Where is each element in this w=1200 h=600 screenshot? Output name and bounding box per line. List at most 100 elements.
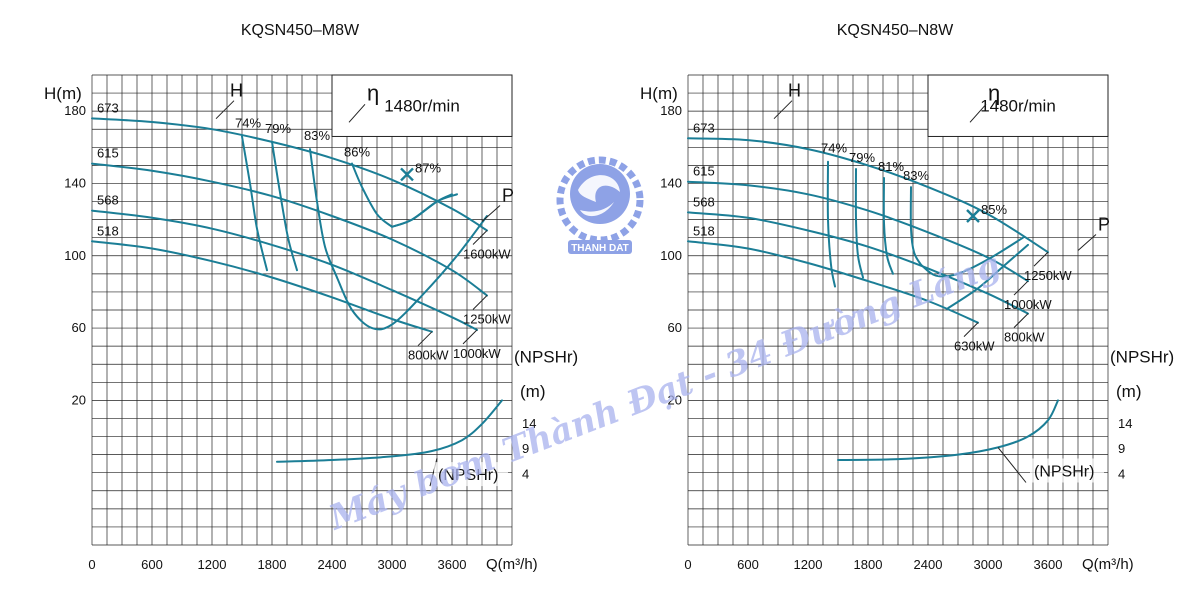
efficiency-curve [854, 168, 864, 279]
efficiency-curve [271, 140, 298, 272]
efficiency-label: 79% [849, 150, 875, 165]
efficiency-symbol: η [367, 80, 379, 105]
efficiency-loop [336, 215, 488, 331]
y-tick-label: 140 [64, 175, 86, 190]
y-tick-label: 60 [668, 320, 682, 335]
h-curve-673 [91, 117, 488, 232]
best-efficiency-label: 87% [415, 160, 441, 175]
power-label: 1250kW [1024, 268, 1072, 283]
h-curve-label: H [230, 81, 243, 101]
speed-box [927, 74, 1109, 137]
x-tick-label: 3600 [1034, 557, 1063, 572]
efficiency-curve [882, 177, 894, 275]
npsh-tick-label: 14 [1118, 416, 1132, 431]
npsh-tick-label: 9 [1118, 441, 1125, 456]
power-label: 630kW [954, 339, 995, 354]
grid [687, 74, 1109, 546]
power-label: 1250kW [463, 312, 511, 327]
h-leader [773, 100, 793, 120]
y-axis-label: H(m) [44, 84, 82, 103]
impeller-label: 615 [693, 164, 715, 179]
x-tick-label: 0 [88, 557, 95, 572]
speed-label: 1480r/min [384, 97, 460, 116]
efficiency-curve [826, 160, 836, 288]
npsh-curve-label: (NPSHr) [1034, 464, 1094, 481]
h-curve-518 [91, 240, 433, 333]
power-leader [1013, 280, 1029, 296]
efficiency-curve [241, 135, 268, 272]
best-efficiency-label: 85% [981, 202, 1007, 217]
x-axis-label: Q(m³/h) [486, 556, 538, 573]
power-leader [963, 322, 979, 338]
h-curve-518 [687, 240, 979, 324]
impeller-label: 518 [97, 223, 119, 238]
npsh-tick-label: 14 [522, 416, 536, 431]
power-label: 1000kW [453, 346, 501, 361]
power-leader [1033, 251, 1049, 267]
logo-icon: THANH DAT [556, 156, 644, 254]
power-curve-label: P [1098, 214, 1110, 234]
y-tick-label: 180 [660, 103, 682, 118]
npsh-curve [837, 399, 1059, 461]
npsh-tick-label: 4 [522, 467, 529, 482]
npsh-axis-unit: (m) [520, 382, 545, 401]
h-curve-568 [687, 211, 1029, 315]
power-leader [472, 295, 488, 310]
x-axis-label: Q(m³/h) [1082, 556, 1134, 573]
y-tick-label: 20 [668, 392, 682, 407]
eta-leader [969, 103, 987, 123]
x-tick-label: 3600 [438, 557, 467, 572]
y-tick-label: 20 [72, 392, 86, 407]
impeller-label: 568 [693, 194, 715, 209]
efficiency-label: 81% [878, 159, 904, 174]
impeller-label: 615 [97, 146, 119, 161]
npsh-axis-label: (NPSHr) [514, 347, 578, 366]
efficiency-loop [920, 236, 1024, 278]
power-leader [472, 230, 488, 245]
logo-text: THANH DAT [571, 243, 629, 254]
speed-label: 1480r/min [980, 97, 1056, 116]
p-leader [1077, 234, 1097, 251]
efficiency-curve [351, 162, 393, 228]
efficiency-label: 79% [265, 121, 291, 136]
npsh-axis-unit: (m) [1116, 382, 1141, 401]
h-curve-673 [687, 137, 1049, 254]
efficiency-symbol: η [988, 80, 1000, 105]
impeller-label: 673 [693, 120, 715, 135]
npsh-label-bg [434, 462, 508, 487]
x-tick-label: 1800 [854, 557, 883, 572]
efficiency-label: 74% [821, 141, 847, 156]
impeller-label: 568 [97, 193, 119, 208]
h-curve-label: H [788, 81, 801, 101]
power-leader [1013, 313, 1029, 328]
x-tick-label: 3000 [974, 557, 1003, 572]
power-curve-label: P [502, 186, 514, 206]
impeller-label: 673 [97, 100, 119, 115]
npsh-tick-label: 4 [1118, 467, 1125, 482]
x-tick-label: 600 [141, 557, 163, 572]
y-tick-label: 60 [72, 320, 86, 335]
x-tick-label: 3000 [378, 557, 407, 572]
y-tick-label: 100 [660, 248, 682, 263]
efficiency-label: 86% [344, 144, 370, 159]
h-curve-615 [687, 180, 1029, 283]
efficiency-label: 83% [304, 128, 330, 143]
power-label: 800kW [1004, 330, 1045, 345]
h-leader [215, 100, 235, 120]
best-efficiency-marker [966, 209, 980, 223]
efficiency-label: 74% [235, 115, 261, 130]
eta-leader [348, 103, 366, 123]
efficiency-loop [947, 243, 1029, 310]
x-tick-label: 2400 [318, 557, 347, 572]
power-label: 1600kW [463, 246, 511, 261]
x-tick-label: 0 [684, 557, 691, 572]
best-efficiency-marker [400, 167, 414, 182]
npsh-axis-label: (NPSHr) [1110, 347, 1174, 366]
y-tick-label: 140 [660, 175, 682, 190]
npsh-leader [997, 447, 1027, 483]
power-label: 800kW [408, 348, 449, 363]
watermark-text: Máy bơm Thành Đạt - 34 Đường Láng [323, 245, 1006, 539]
y-axis-label: H(m) [640, 84, 678, 103]
